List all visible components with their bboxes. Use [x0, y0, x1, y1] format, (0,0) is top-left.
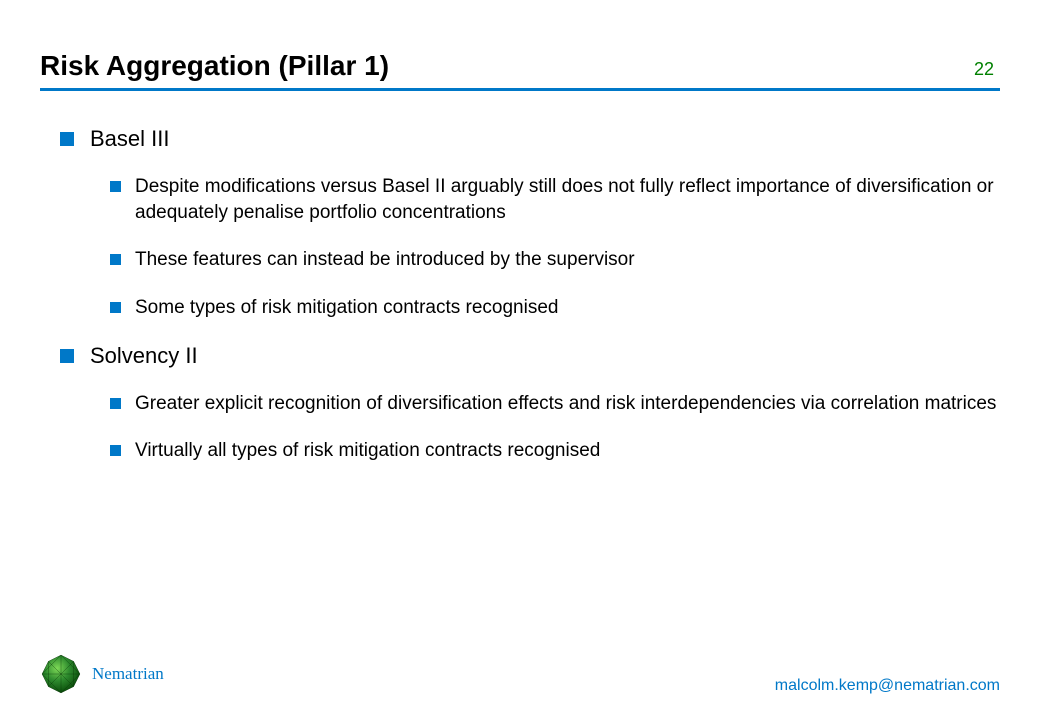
bullet-level2: These features can instead be introduced… — [110, 247, 1000, 273]
slide-content: Basel III Despite modifications versus B… — [40, 126, 1000, 464]
square-bullet-icon — [60, 132, 74, 146]
brand-name: Nematrian — [92, 664, 164, 684]
bullet-text: These features can instead be introduced… — [135, 247, 1000, 273]
footer-email: malcolm.kemp@nematrian.com — [775, 677, 1000, 695]
bullet-text: Greater explicit recognition of diversif… — [135, 391, 1000, 417]
bullet-level1: Basel III — [60, 126, 1000, 152]
bullet-text: Solvency II — [90, 343, 1000, 369]
bullet-text: Despite modifications versus Basel II ar… — [135, 174, 1000, 225]
square-bullet-icon — [110, 398, 121, 409]
bullet-text: Some types of risk mitigation contracts … — [135, 295, 1000, 321]
footer-left: Nematrian — [40, 653, 164, 695]
bullet-text: Virtually all types of risk mitigation c… — [135, 438, 1000, 464]
bullet-text: Basel III — [90, 126, 1000, 152]
slide-footer: Nematrian malcolm.kemp@nematrian.com — [40, 653, 1000, 695]
square-bullet-icon — [110, 302, 121, 313]
bullet-level2: Despite modifications versus Basel II ar… — [110, 174, 1000, 225]
slide-container: Risk Aggregation (Pillar 1) 22 Basel III… — [0, 0, 1040, 720]
slide-title: Risk Aggregation (Pillar 1) — [40, 50, 389, 82]
page-number: 22 — [974, 59, 1000, 80]
nematrian-logo-icon — [40, 653, 82, 695]
title-underline — [40, 88, 1000, 91]
header-row: Risk Aggregation (Pillar 1) 22 — [40, 50, 1000, 82]
bullet-level2: Some types of risk mitigation contracts … — [110, 295, 1000, 321]
bullet-level2: Greater explicit recognition of diversif… — [110, 391, 1000, 417]
bullet-level1: Solvency II — [60, 343, 1000, 369]
bullet-level2: Virtually all types of risk mitigation c… — [110, 438, 1000, 464]
square-bullet-icon — [110, 445, 121, 456]
square-bullet-icon — [60, 349, 74, 363]
square-bullet-icon — [110, 181, 121, 192]
square-bullet-icon — [110, 254, 121, 265]
